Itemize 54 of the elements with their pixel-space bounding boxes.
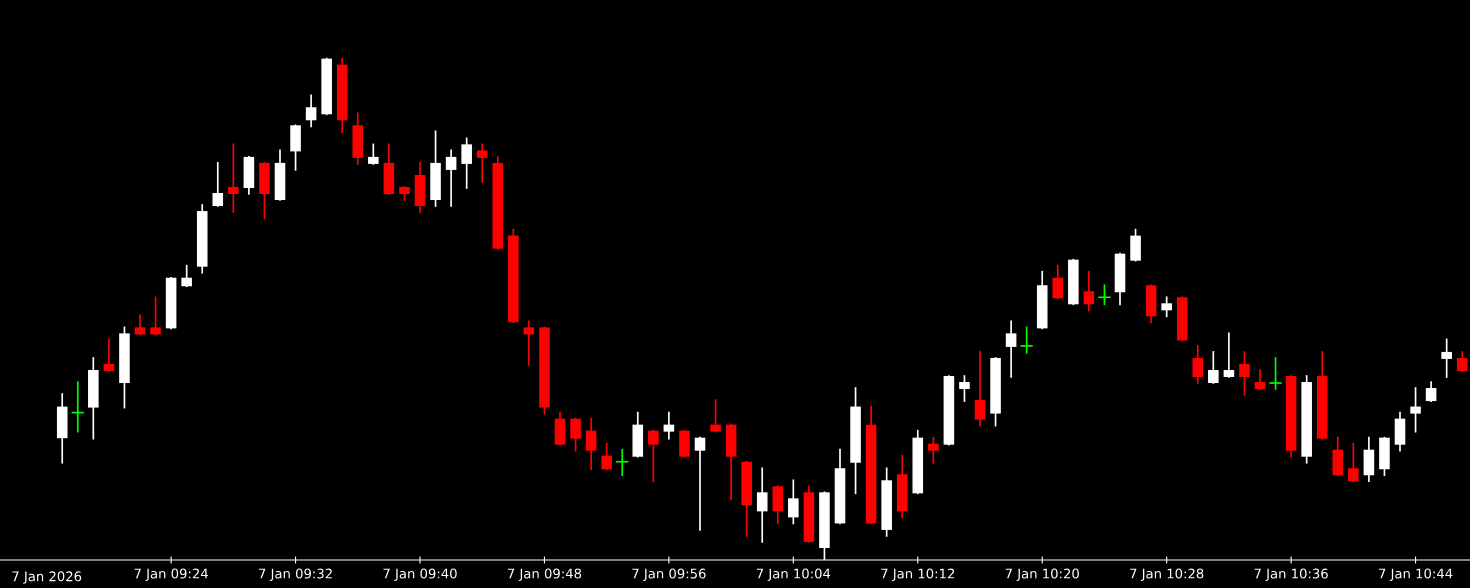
candlestick xyxy=(974,351,986,427)
candlestick xyxy=(1254,369,1266,390)
candlestick xyxy=(134,314,146,336)
x-tick-label: 7 Jan 10:28 xyxy=(1130,568,1204,581)
candlestick xyxy=(103,338,115,372)
candlestick xyxy=(756,467,768,543)
candlestick xyxy=(788,479,799,525)
candlestick xyxy=(1020,326,1033,354)
candlestick xyxy=(1348,442,1359,483)
x-tick-label: 7 Jan 10:20 xyxy=(1005,568,1079,581)
candlestick xyxy=(601,442,612,471)
candlestick xyxy=(663,411,675,440)
candlestick xyxy=(928,436,939,464)
candlestick xyxy=(523,320,535,366)
candlestick xyxy=(694,436,706,531)
candlestick xyxy=(228,143,239,213)
candlestick xyxy=(305,94,317,128)
candlestick xyxy=(1269,357,1282,390)
candlestick xyxy=(616,448,629,477)
candlestick xyxy=(212,162,224,207)
candlestick xyxy=(476,143,488,183)
x-tick-label: 7 Jan 09:48 xyxy=(507,568,582,581)
x-tick-label: 7 Jan 09:24 xyxy=(134,568,208,581)
candlestick xyxy=(1425,381,1437,402)
candlestick xyxy=(1098,284,1111,306)
x-tick-label: 7 Jan 09:56 xyxy=(632,568,706,581)
candlestick xyxy=(1410,387,1421,433)
candlestick xyxy=(1441,338,1452,378)
candlestick xyxy=(445,149,457,207)
x-tick-label: 7 Jan 10:44 xyxy=(1379,568,1453,581)
candlestick xyxy=(959,375,970,402)
candlestick xyxy=(461,137,472,189)
x-tick-label: 7 Jan 10:36 xyxy=(1254,568,1328,581)
candlestick xyxy=(1192,345,1204,384)
x-tick-label: 7 Jan 09:40 xyxy=(383,568,457,581)
candlestick xyxy=(181,264,192,288)
x-tick-label: 7 Jan 10:04 xyxy=(756,568,831,581)
candlestick xyxy=(648,429,659,483)
x-tick-label: 7 Jan 09:32 xyxy=(259,568,332,581)
candlestick xyxy=(368,143,379,165)
candlestick xyxy=(1223,332,1235,378)
candlestick xyxy=(1083,270,1095,312)
candlestick xyxy=(150,296,161,336)
candlestick xyxy=(1161,296,1172,318)
candlestick xyxy=(1052,264,1064,300)
candlestick xyxy=(1005,320,1017,378)
candlestick xyxy=(1239,351,1250,396)
text: 7 Jan 2026 xyxy=(12,571,82,584)
candlestick xyxy=(1208,351,1219,384)
candlestick xyxy=(570,417,581,452)
candlestick xyxy=(710,399,721,433)
candlestick xyxy=(585,417,597,471)
x-tick-label: 7 Jan 10:12 xyxy=(881,568,955,581)
candlestick xyxy=(1456,351,1468,372)
